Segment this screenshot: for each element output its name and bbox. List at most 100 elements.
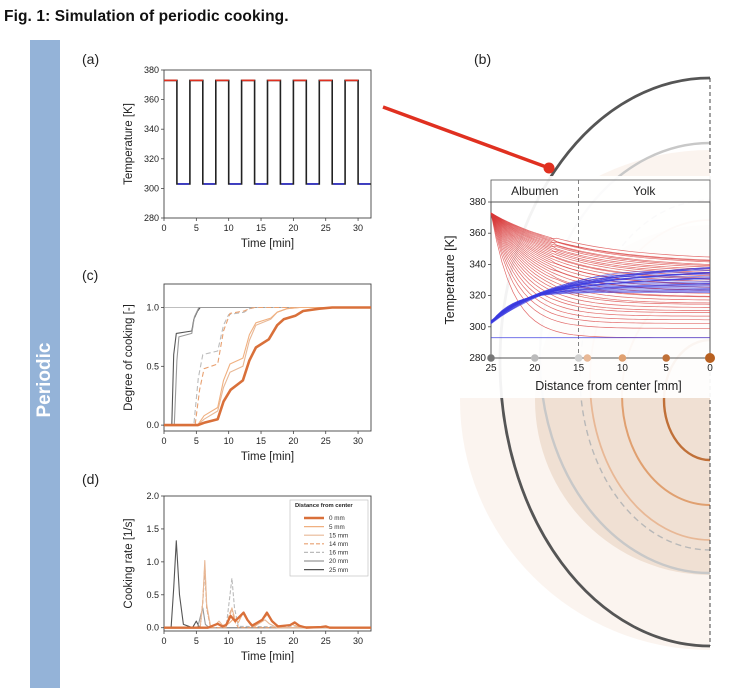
x-tick-label: 15 — [256, 436, 266, 446]
y-tick-label: 320 — [469, 291, 486, 302]
legend-entry: 14 mm — [329, 541, 348, 548]
contour-5mm — [662, 338, 710, 462]
x-tick-label: 30 — [353, 636, 363, 646]
y-tick-label: 2.0 — [146, 491, 159, 501]
region-header — [490, 179, 711, 203]
x-tick-label: 30 — [353, 436, 363, 446]
panel-d: (d) 0 5 10 15 20 25 30 0.0 0.5 1.0 1.5 2.0 Time [min]… — [82, 471, 372, 663]
y-axis-label: Degree of cooking [-] — [123, 304, 135, 411]
series-water-temperature — [164, 79, 371, 185]
distance-marker — [583, 354, 592, 362]
figure-title: Fig. 1: Simulation of periodic cooking. — [4, 8, 289, 25]
heating-profile — [490, 212, 711, 268]
legend-entry: 20 mm — [329, 558, 348, 565]
series-0-mm — [164, 306, 371, 427]
series-5-mm — [164, 306, 371, 426]
x-tick-label: 15 — [256, 636, 266, 646]
region-label-yolk: Yolk — [633, 184, 656, 198]
panel-label: (c) — [82, 267, 98, 283]
x-tick-label: 15 — [256, 223, 266, 233]
heating-profile — [490, 212, 710, 313]
x-tick-label: 5 — [194, 436, 199, 446]
condition-band — [30, 40, 60, 688]
y-tick-label: 340 — [144, 124, 159, 134]
heating-profile — [490, 212, 711, 305]
y-tick-label: 300 — [144, 183, 159, 193]
y-tick-label: 300 — [469, 322, 486, 333]
legend-entry: 16 mm — [329, 550, 348, 557]
probe-pointer-dot — [543, 162, 555, 174]
x-tick-label: 0 — [161, 636, 166, 646]
region-label-albumen: Albumen — [511, 184, 558, 198]
x-tick-label: 20 — [288, 636, 298, 646]
y-tick-label: 320 — [144, 154, 159, 164]
panel-b: (b) 25 20 15 10 5 0 280 300 320 340 360 380 Distance … — [443, 51, 715, 393]
heating-profile — [490, 212, 710, 324]
heating-profile — [490, 212, 711, 301]
x-axis-label: Time [min] — [241, 238, 294, 250]
distance-marker — [618, 354, 627, 362]
panel-label: (b) — [474, 51, 491, 67]
series-20-mm — [164, 306, 371, 426]
series-14-mm — [164, 306, 371, 426]
legend-frame — [289, 499, 369, 577]
series-16-mm — [164, 306, 371, 426]
temperature-profiles — [490, 212, 711, 339]
y-axis-label: Temperature [K] — [123, 103, 135, 185]
cooling-profile — [490, 272, 711, 323]
heating-profile — [490, 212, 710, 311]
y-tick-label: 340 — [469, 259, 486, 270]
heating-profile — [490, 212, 711, 270]
heating-profile — [490, 212, 710, 317]
cooling-profile — [490, 268, 711, 324]
legend-entry: 25 mm — [329, 567, 348, 574]
x-tick-label: 5 — [663, 363, 669, 374]
x-tick-label: 25 — [321, 636, 331, 646]
legend-entry: 15 mm — [329, 532, 348, 539]
x-axis-label: Distance from center [mm] — [535, 379, 682, 393]
legend-entry: 0 mm — [329, 515, 345, 522]
series-16-mm — [164, 571, 372, 629]
x-tick-label: 15 — [573, 363, 585, 374]
heating-profile — [490, 212, 711, 304]
plot-frame — [163, 283, 372, 432]
y-tick-label: 0.5 — [146, 590, 159, 600]
heating-profile — [490, 212, 711, 266]
heating-profile — [490, 212, 710, 329]
plot-frame — [163, 69, 372, 219]
x-tick-label: 0 — [161, 223, 166, 233]
y-tick-label: 0.0 — [146, 420, 159, 430]
x-tick-label: 5 — [194, 223, 199, 233]
heating-profile — [490, 212, 710, 308]
legend-title: Distance from center — [295, 503, 353, 509]
y-tick-label: 280 — [469, 353, 486, 364]
probe-pointer-line — [382, 105, 550, 170]
series-20-mm — [164, 607, 371, 629]
y-axis-label: Temperature [K] — [443, 236, 457, 325]
panel-label: (a) — [82, 51, 99, 67]
y-tick-label: 1.0 — [146, 303, 159, 313]
x-tick-label: 25 — [485, 363, 497, 374]
heating-profile — [490, 212, 711, 263]
panel-c: (c) 0 5 10 15 20 25 30 0.0 0.5 1.0 Time [min] Degree… — [82, 267, 372, 463]
x-axis-label: Time [min] — [241, 651, 294, 663]
distance-marker — [531, 354, 539, 362]
series-0-mm — [164, 611, 371, 629]
x-tick-label: 10 — [224, 223, 234, 233]
x-tick-label: 5 — [194, 636, 199, 646]
legend-entry: 5 mm — [329, 524, 345, 531]
distance-marker — [662, 354, 670, 362]
cooling-profile — [490, 267, 710, 322]
heating-profile — [490, 212, 711, 261]
x-axis-label: Time [min] — [241, 451, 294, 463]
distance-marker — [705, 353, 715, 363]
x-tick-label: 20 — [288, 436, 298, 446]
y-tick-label: 360 — [469, 228, 486, 239]
y-tick-label: 0.0 — [146, 623, 159, 633]
heating-profile — [490, 212, 711, 279]
y-tick-label: 1.5 — [146, 524, 159, 534]
distance-marker — [487, 354, 495, 362]
cooling-profile — [490, 267, 711, 325]
